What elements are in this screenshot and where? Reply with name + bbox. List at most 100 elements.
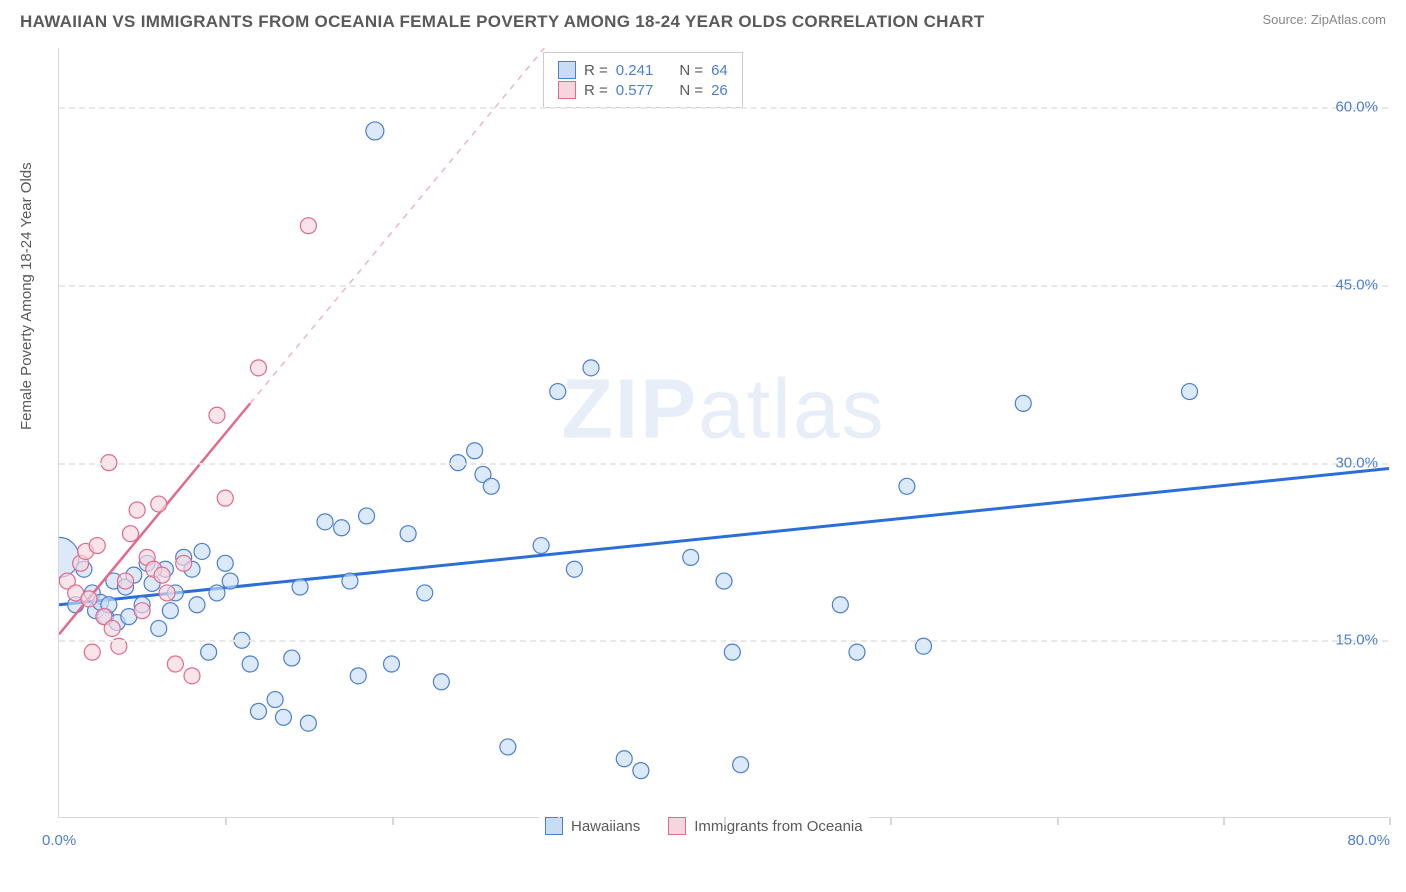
data-point <box>1182 384 1198 400</box>
n-label: N = <box>679 82 703 99</box>
data-point <box>292 579 308 595</box>
r-value: 0.241 <box>616 62 654 79</box>
r-label: R = <box>584 62 608 79</box>
gridline-h <box>59 107 1388 109</box>
data-point <box>384 656 400 672</box>
data-point <box>317 514 333 530</box>
gridline-h <box>59 640 1388 642</box>
data-point <box>334 520 350 536</box>
legend-swatch <box>558 81 576 99</box>
series-legend-label: Immigrants from Oceania <box>694 818 862 835</box>
x-tick <box>225 817 227 825</box>
legend-swatch <box>545 817 563 835</box>
data-point <box>300 715 316 731</box>
chart-title: HAWAIIAN VS IMMIGRANTS FROM OCEANIA FEMA… <box>20 12 985 32</box>
series-legend: Hawaiians Immigrants from Oceania <box>539 817 869 835</box>
data-point <box>167 656 183 672</box>
gridline-h <box>59 463 1388 465</box>
data-point <box>683 549 699 565</box>
data-point <box>151 496 167 512</box>
data-point <box>733 757 749 773</box>
y-tick-label: 45.0% <box>1335 276 1378 293</box>
x-origin-label: 0.0% <box>42 832 76 849</box>
data-point <box>300 218 316 234</box>
data-point <box>217 490 233 506</box>
data-point <box>342 573 358 589</box>
data-point <box>151 620 167 636</box>
data-point <box>616 751 632 767</box>
r-value: 0.577 <box>616 82 654 99</box>
data-point <box>1015 395 1031 411</box>
data-point <box>583 360 599 376</box>
series-legend-label: Hawaiians <box>571 818 640 835</box>
data-point <box>400 526 416 542</box>
data-point <box>433 674 449 690</box>
data-point <box>81 591 97 607</box>
data-point <box>284 650 300 666</box>
n-label: N = <box>679 62 703 79</box>
data-point <box>483 478 499 494</box>
data-point <box>209 407 225 423</box>
n-value: 64 <box>711 62 728 79</box>
source-label: Source: ZipAtlas.com <box>1262 12 1386 27</box>
data-point <box>159 585 175 601</box>
data-point <box>633 763 649 779</box>
data-point <box>550 384 566 400</box>
x-tick <box>890 817 892 825</box>
y-axis-title: Female Poverty Among 18-24 Year Olds <box>18 162 35 430</box>
x-tick <box>724 817 726 825</box>
x-tick <box>1389 817 1391 825</box>
data-point <box>716 573 732 589</box>
data-point <box>154 567 170 583</box>
data-point <box>724 644 740 660</box>
data-point <box>84 644 100 660</box>
data-point <box>194 543 210 559</box>
data-point <box>849 644 865 660</box>
data-point <box>251 703 267 719</box>
stats-legend: R = 0.241 N = 64 R = 0.577 N = 26 <box>543 52 743 108</box>
data-point <box>267 692 283 708</box>
data-point <box>533 538 549 554</box>
data-point <box>122 526 138 542</box>
data-point <box>500 739 516 755</box>
y-tick-label: 60.0% <box>1335 99 1378 116</box>
data-point <box>899 478 915 494</box>
x-tick <box>1057 817 1059 825</box>
series-legend-item: Immigrants from Oceania <box>668 817 862 835</box>
n-value: 26 <box>711 82 728 99</box>
data-point <box>162 603 178 619</box>
x-tick <box>558 817 560 825</box>
data-point <box>201 644 217 660</box>
data-point <box>222 573 238 589</box>
data-point <box>189 597 205 613</box>
data-point <box>359 508 375 524</box>
data-point <box>129 502 145 518</box>
legend-swatch <box>558 61 576 79</box>
data-point <box>184 668 200 684</box>
stats-legend-row: R = 0.241 N = 64 <box>558 61 728 79</box>
data-point <box>104 620 120 636</box>
data-point <box>350 668 366 684</box>
data-point <box>417 585 433 601</box>
data-point <box>118 573 134 589</box>
r-label: R = <box>584 82 608 99</box>
stats-legend-row: R = 0.577 N = 26 <box>558 81 728 99</box>
data-point <box>217 555 233 571</box>
data-point <box>209 585 225 601</box>
legend-swatch <box>668 817 686 835</box>
gridline-h <box>59 285 1388 287</box>
scatter-svg <box>59 48 1389 818</box>
chart-plot-area: ZIPatlas R =0.241N =64R =0.577N =26 Hawa… <box>58 48 1388 818</box>
data-point <box>134 603 150 619</box>
x-tick <box>392 817 394 825</box>
data-point <box>366 122 384 140</box>
data-point <box>832 597 848 613</box>
data-point <box>251 360 267 376</box>
data-point <box>176 555 192 571</box>
x-tick <box>1223 817 1225 825</box>
x-max-label: 80.0% <box>1347 832 1390 849</box>
data-point <box>242 656 258 672</box>
y-tick-label: 30.0% <box>1335 454 1378 471</box>
data-point <box>275 709 291 725</box>
data-point <box>467 443 483 459</box>
